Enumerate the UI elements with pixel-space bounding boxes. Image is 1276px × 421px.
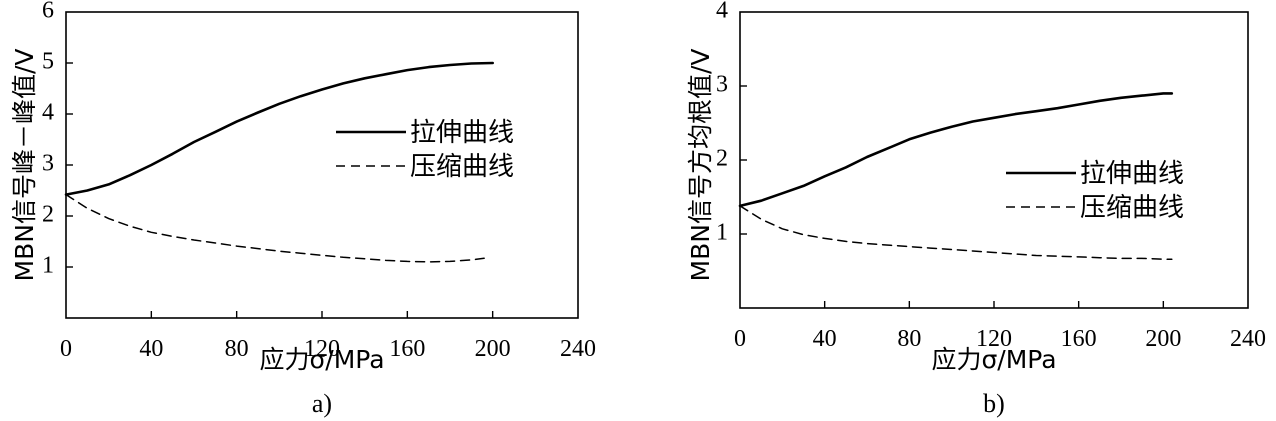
panel-b-x-tick-label: 0 xyxy=(734,326,746,352)
panel-a-y-tick-label: 6 xyxy=(42,0,54,24)
panel-a-y-tick-label: 3 xyxy=(42,151,54,177)
panel-b-y-tick-label: 3 xyxy=(716,72,728,98)
panel-b-y-axis-label: MBN信号方均根值/V xyxy=(686,49,715,282)
panel-a-y-tick-label: 4 xyxy=(42,100,54,126)
panel-a-x-tick-label: 80 xyxy=(225,336,249,362)
panel-a-x-tick-label: 160 xyxy=(389,336,425,362)
panel-b-x-tick-label: 120 xyxy=(976,326,1012,352)
panel-a-legend-label-tension: 拉伸曲线 xyxy=(410,118,514,148)
panel-a-x-tick-label: 40 xyxy=(139,336,163,362)
panel-b-legend-label-tension: 拉伸曲线 xyxy=(1080,159,1184,189)
panel-b: 0 40 80 120 160 200 240 1 2 3 4 应力σ/MPa MBN信号方均根值/… xyxy=(686,0,1266,418)
panel-a-caption: a) xyxy=(312,389,332,418)
panel-b-y-tick-label: 1 xyxy=(716,220,728,246)
panel-a-x-tick-label: 120 xyxy=(304,336,340,362)
panel-b-x-tick-label: 40 xyxy=(813,326,837,352)
panel-b-compression-curve xyxy=(739,205,1173,260)
panel-a-y-tick-label: 5 xyxy=(42,49,54,75)
panel-a-y-axis-label: MBN信号峰－峰值/V xyxy=(10,49,39,282)
panel-b-legend-label-compression: 压缩曲线 xyxy=(1080,193,1184,223)
panel-a-x-tick-label: 240 xyxy=(560,336,596,362)
panel-a-x-tick-label: 200 xyxy=(475,336,511,362)
panel-b-y-tick-label: 4 xyxy=(716,0,728,24)
panel-a-legend-label-compression: 压缩曲线 xyxy=(410,152,514,182)
panel-a-x-tick-label: 0 xyxy=(60,336,72,362)
panel-a-compression-curve xyxy=(65,193,485,263)
panel-a-x-axis-label: 应力σ/MPa xyxy=(259,345,384,374)
panel-b-x-tick-label: 200 xyxy=(1145,326,1181,352)
panel-a-y-tick-label: 1 xyxy=(42,253,54,279)
panel-a-tension-curve xyxy=(64,61,495,196)
panel-b-x-tick-label: 80 xyxy=(897,326,921,352)
panel-b-x-tick-label: 160 xyxy=(1061,326,1097,352)
panel-b-caption: b) xyxy=(983,389,1005,418)
panel-a-y-tick-label: 2 xyxy=(42,202,54,228)
panel-a: 0 40 80 120 160 200 240 1 2 3 4 5 6 应力σ/MPa MBN信号峰－峰… xyxy=(10,0,596,418)
panel-b-tension-curve xyxy=(738,92,1174,208)
panel-b-y-tick-label: 2 xyxy=(716,146,728,172)
panel-b-x-axis-label: 应力σ/MPa xyxy=(931,345,1056,374)
panel-b-x-tick-label: 240 xyxy=(1230,326,1266,352)
